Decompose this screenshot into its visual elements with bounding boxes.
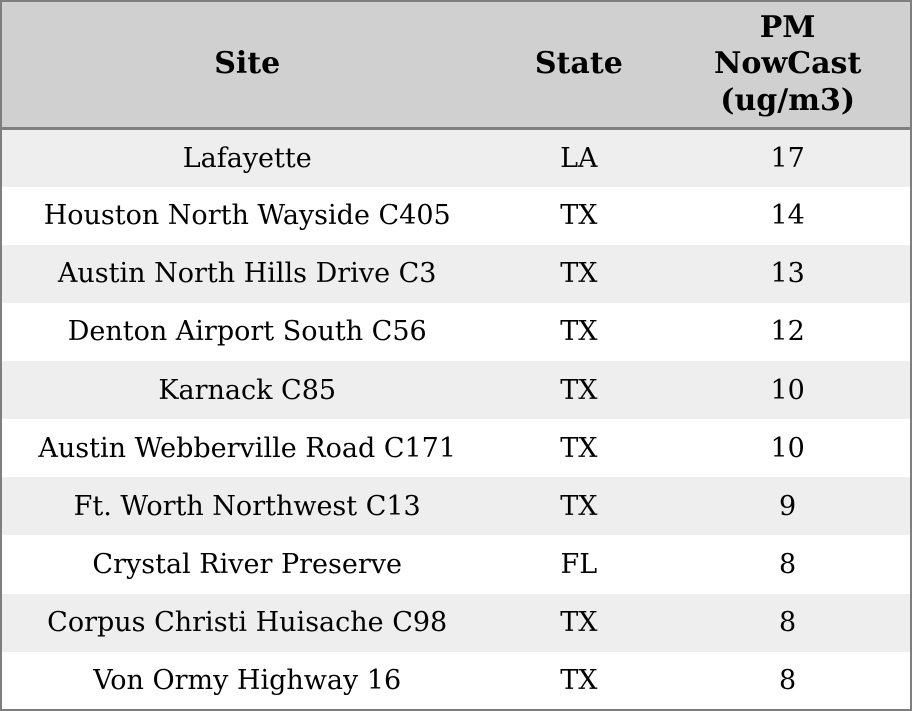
pm-nowcast-cell: 8 — [665, 651, 911, 710]
table-row: Houston North Wayside C405 TX 14 — [1, 186, 911, 245]
column-header-site: Site — [1, 1, 493, 130]
column-header-pm-line-3: (ug/m3) — [720, 82, 856, 118]
column-header-pm-line-2: NowCast — [713, 46, 862, 82]
site-cell: Corpus Christi Huisache C98 — [1, 593, 493, 652]
pm-nowcast-cell: 9 — [665, 477, 911, 536]
state-cell: TX — [492, 593, 666, 652]
header-row: Site State PM NowCast (ug/m3) — [1, 1, 911, 130]
table-row: Ft. Worth Northwest C13 TX 9 — [1, 477, 911, 536]
state-cell: TX — [492, 244, 666, 303]
pm-nowcast-cell: 10 — [665, 361, 911, 420]
site-cell: Houston North Wayside C405 — [1, 186, 493, 245]
site-cell: Von Ormy Highway 16 — [1, 651, 493, 710]
pm-nowcast-cell: 12 — [665, 302, 911, 362]
table-row: Denton Airport South C56 TX 12 — [1, 302, 911, 362]
site-cell: Karnack C85 — [1, 361, 493, 420]
state-cell: TX — [492, 302, 666, 362]
pm-nowcast-cell: 14 — [665, 186, 911, 245]
table-row: Austin North Hills Drive C3 TX 13 — [1, 244, 911, 303]
site-cell: Crystal River Preserve — [1, 535, 493, 594]
table-row: Karnack C85 TX 10 — [1, 361, 911, 420]
table-row: Lafayette LA 17 — [1, 128, 911, 187]
column-header-pm-line-1: PM — [759, 9, 816, 45]
state-cell: LA — [492, 128, 666, 187]
state-cell: TX — [492, 477, 666, 536]
site-cell: Lafayette — [1, 128, 493, 187]
table-header: Site State PM NowCast (ug/m3) — [1, 1, 911, 130]
state-cell: FL — [492, 535, 666, 594]
state-cell: TX — [492, 186, 666, 245]
pm-nowcast-cell: 8 — [665, 593, 911, 652]
state-cell: TX — [492, 651, 666, 710]
pm-nowcast-cell: 13 — [665, 244, 911, 303]
state-cell: TX — [492, 419, 666, 478]
column-header-pm-nowcast: PM NowCast (ug/m3) — [665, 1, 911, 130]
table-row: Corpus Christi Huisache C98 TX 8 — [1, 593, 911, 652]
site-cell: Denton Airport South C56 — [1, 302, 493, 362]
pm-nowcast-cell: 8 — [665, 535, 911, 594]
pm-nowcast-cell: 10 — [665, 419, 911, 478]
table-row: Crystal River Preserve FL 8 — [1, 535, 911, 594]
site-cell: Austin North Hills Drive C3 — [1, 244, 493, 303]
table-row: Von Ormy Highway 16 TX 8 — [1, 651, 911, 710]
site-cell: Austin Webberville Road C171 — [1, 419, 493, 478]
column-header-state: State — [492, 1, 666, 130]
state-cell: TX — [492, 361, 666, 420]
table-row: Austin Webberville Road C171 TX 10 — [1, 419, 911, 478]
table-body: Lafayette LA 17 Houston North Wayside C4… — [1, 128, 911, 710]
pm-nowcast-cell: 17 — [665, 128, 911, 187]
site-cell: Ft. Worth Northwest C13 — [1, 477, 493, 536]
